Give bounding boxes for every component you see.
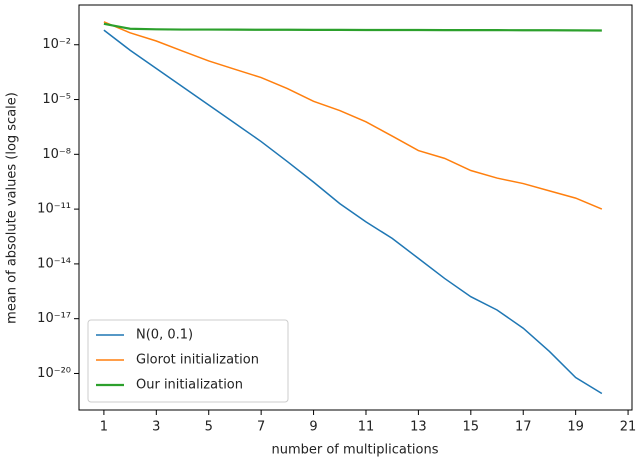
x-tick-label: 7 (257, 420, 265, 435)
line (103, 22, 602, 32)
line (103, 21, 603, 210)
x-tick-label: 17 (515, 420, 532, 435)
y-tick-label: 10⁻² (42, 37, 71, 52)
x-tick-label: 5 (205, 420, 213, 435)
y-tick-label: 10⁻⁵ (42, 92, 71, 107)
line (103, 29, 603, 395)
y-tick-label: 10⁻¹⁴ (37, 256, 71, 271)
x-tick-label: 1 (100, 420, 108, 435)
y-tick-label: 10⁻⁸ (42, 147, 71, 162)
plot-frame (78, 4, 633, 411)
x-tick-label: 15 (463, 420, 480, 435)
legend-label: Glorot initialization (136, 353, 259, 368)
x-axis-label: number of multiplications (271, 443, 438, 458)
x-tick-label: 11 (358, 420, 375, 435)
y-tick-label: 10⁻¹¹ (37, 202, 71, 217)
x-tick-label: 19 (567, 420, 584, 435)
x-tick-label: 13 (410, 420, 427, 435)
y-tick-label: 10⁻²⁰ (37, 366, 71, 381)
y-tick-label: 10⁻¹⁷ (37, 311, 71, 326)
x-tick-label: 9 (309, 420, 317, 435)
y-axis-label: mean of absolute values (log scale) (5, 92, 20, 324)
x-tick-label: 21 (620, 420, 637, 435)
legend-label: N(0, 0.1) (136, 328, 193, 343)
legend-box (87, 319, 289, 403)
legend-label: Our initialization (136, 378, 243, 393)
x-tick-label: 3 (152, 420, 160, 435)
